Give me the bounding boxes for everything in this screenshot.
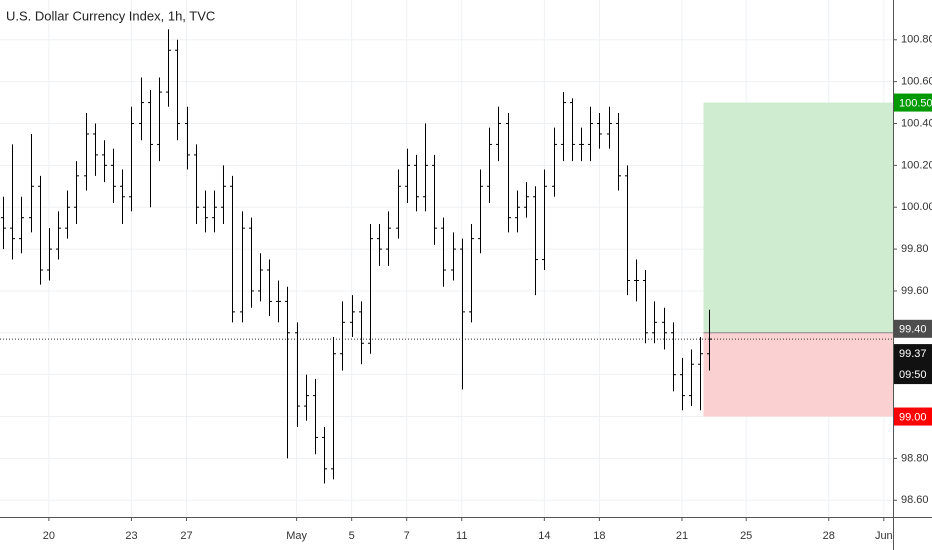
x-tick-label: 20: [43, 530, 55, 542]
stop-label: 99.00: [899, 411, 927, 423]
x-tick-label: 25: [740, 530, 752, 542]
x-tick-label: 23: [125, 530, 137, 542]
x-tick-label: 11: [456, 530, 467, 542]
grid: [0, 0, 893, 517]
price-bars: [1, 29, 712, 484]
y-tick-label: 98.60: [901, 494, 929, 506]
loss-zone: [703, 332, 893, 417]
axes: 98.6098.8099.0099.2099.4099.6099.80100.0…: [43, 34, 932, 542]
y-tick-label: 100.00: [901, 201, 932, 213]
x-tick-label: 27: [180, 530, 192, 542]
y-tick-label: 100.60: [901, 76, 932, 88]
y-tick-label: 99.60: [901, 285, 929, 297]
chart-title: U.S. Dollar Currency Index, 1h, TVC: [6, 8, 215, 23]
x-tick-label: 18: [593, 530, 605, 542]
countdown-label: 09:50: [899, 369, 927, 381]
x-tick-label: Jun: [875, 530, 893, 542]
x-tick-label: 7: [404, 530, 410, 542]
x-tick-label: 21: [676, 530, 688, 542]
entry-label: 99.40: [899, 324, 927, 336]
last-price-label: 99.37: [899, 348, 927, 360]
x-tick-label: May: [286, 530, 307, 542]
y-tick-label: 100.20: [901, 159, 932, 171]
x-tick-label: 14: [538, 530, 550, 542]
stop-tag: [894, 407, 932, 426]
entry-tag: [894, 319, 932, 338]
y-tick-label: 98.80: [901, 452, 929, 464]
position-tool: [0, 102, 893, 417]
y-tick-label: 100.40: [901, 117, 932, 129]
x-tick-label: 28: [823, 530, 835, 542]
y-tick-label: 99.80: [901, 243, 929, 255]
profit-zone: [703, 102, 893, 333]
target-label: 100.50: [899, 97, 932, 109]
y-tick-label: 100.80: [901, 34, 932, 46]
target-tag: [894, 93, 932, 112]
x-tick-label: 5: [349, 530, 355, 542]
last-price-tag: [894, 344, 932, 385]
